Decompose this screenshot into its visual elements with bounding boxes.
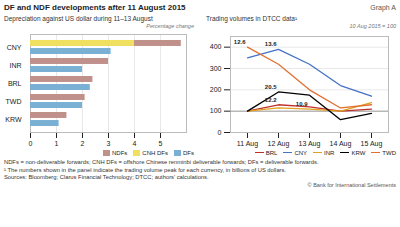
svg-text:200: 200 xyxy=(210,86,222,93)
html-text:DFs: DFs xyxy=(183,149,194,156)
svg-text:13.6: 13.6 xyxy=(265,41,277,47)
svg-text:3: 3 xyxy=(107,140,111,147)
html-text:CNH DFs: CNH DFs xyxy=(142,149,168,156)
svg-text:CNY: CNY xyxy=(7,44,22,51)
svg-text:10.9: 10.9 xyxy=(296,101,308,107)
svg-text:BRL: BRL xyxy=(8,80,22,87)
html-text:Trading volumes in DTCC data¹: Trading volumes in DTCC data¹ xyxy=(206,15,298,22)
svg-text:TWD: TWD xyxy=(6,98,22,105)
svg-text:0: 0 xyxy=(29,140,33,147)
html-text:KRW: KRW xyxy=(351,149,366,156)
html-text:BRL: BRL xyxy=(265,149,278,156)
html-text:© Bank for International Settl: © Bank for International Settlements xyxy=(307,181,396,188)
svg-text:20.5: 20.5 xyxy=(265,84,277,90)
svg-text:4: 4 xyxy=(133,140,137,147)
svg-text:11 Aug: 11 Aug xyxy=(237,140,258,148)
svg-text:300: 300 xyxy=(210,65,222,72)
svg-text:12 Aug: 12 Aug xyxy=(268,140,290,148)
html-text:Depreciation against US dollar: Depreciation against US dollar during 11… xyxy=(4,15,153,22)
html-text:TWD: TWD xyxy=(382,149,396,156)
svg-text:KRW: KRW xyxy=(5,116,22,123)
html-text:Sources: Bloomberg; Clarus Fin: Sources: Bloomberg; Clarus Financial Tec… xyxy=(4,174,209,180)
svg-text:14 Aug: 14 Aug xyxy=(330,140,352,148)
svg-text:12.2: 12.2 xyxy=(265,97,277,103)
html-text:10 Aug 2015 = 100: 10 Aug 2015 = 100 xyxy=(349,23,396,29)
svg-text:5: 5 xyxy=(159,140,163,147)
svg-text:100: 100 xyxy=(210,107,222,114)
html-text:CNY: CNY xyxy=(294,149,308,156)
html-text:NDFs = non-deliverable forward: NDFs = non-deliverable forwards; CNH DFs… xyxy=(4,159,319,165)
svg-text:400: 400 xyxy=(210,43,222,50)
html-text:NDFs: NDFs xyxy=(112,149,128,156)
svg-text:0: 0 xyxy=(218,129,222,136)
html-text:Graph A: Graph A xyxy=(370,4,396,11)
svg-text:INR: INR xyxy=(9,62,21,69)
svg-text:1: 1 xyxy=(55,140,59,147)
html-text:INR: INR xyxy=(324,149,335,156)
svg-text:13 Aug: 13 Aug xyxy=(299,140,321,148)
html-text:¹ The numbers shown in the pan: ¹ The numbers shown in the panel indicat… xyxy=(4,166,287,173)
html-text:DF and NDF developments after: DF and NDF developments after 11 August … xyxy=(4,3,186,12)
svg-text:12.6: 12.6 xyxy=(234,39,246,45)
svg-text:15 Aug: 15 Aug xyxy=(361,140,383,148)
html-text:Percentage change: Percentage change xyxy=(146,23,194,29)
svg-text:2: 2 xyxy=(81,140,85,147)
